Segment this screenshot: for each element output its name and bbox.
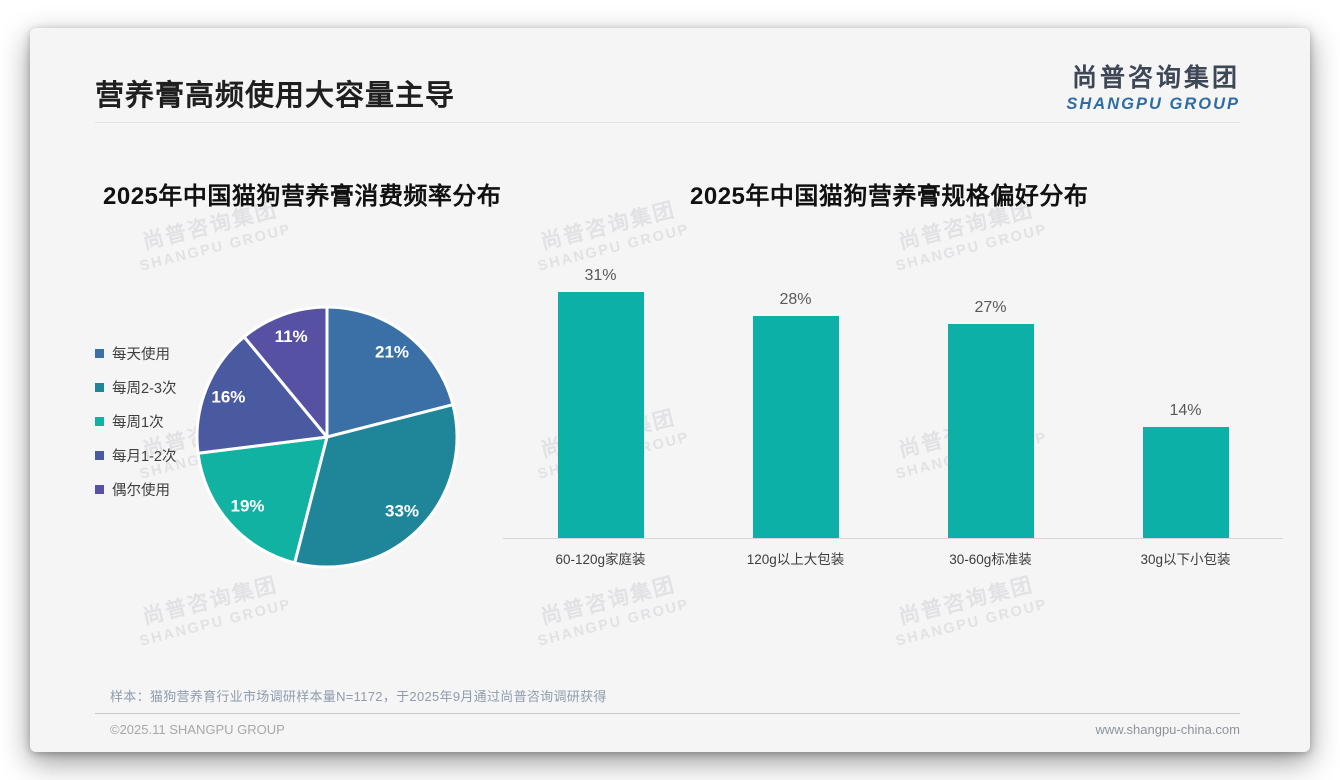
legend-item: 每月1-2次: [95, 446, 177, 465]
bar-120g以上大包装: [752, 316, 839, 538]
pie-slice-偶尔使用: [242, 305, 329, 439]
page-title: 营养膏高频使用大容量主导: [95, 80, 456, 112]
watermark-cn: 尚普咨询集团: [896, 573, 1037, 630]
pie-value-label: 33%: [385, 501, 419, 520]
bar-category-label: 120g以上大包装: [746, 552, 845, 567]
sample-footnote: 样本：猫狗营养育行业市场调研样本量N=1172，于2025年9月通过尚普咨询调研…: [110, 689, 607, 704]
bar-category-label: 60-120g家庭装: [555, 552, 646, 567]
legend-swatch-icon: [95, 348, 104, 358]
bar-value-label: 27%: [974, 299, 1007, 316]
bar-category-label: 30-60g标准装: [949, 552, 1032, 567]
legend-item: 偶尔使用: [95, 480, 176, 499]
legend-label: 偶尔使用: [112, 482, 170, 499]
logo-chinese-name: 尚普咨询集团: [1071, 64, 1240, 92]
pie-svg: 21% 33% 19% 16% 11%: [195, 305, 459, 569]
bar-column: 31%: [503, 267, 698, 538]
pie-slice-每周1次: [196, 435, 329, 565]
bar-30-60g标准装: [947, 324, 1034, 538]
legend-label: 每周1次: [112, 414, 164, 431]
footer-divider: [95, 713, 1240, 714]
watermark-en: SHANGPU GROUP: [138, 596, 294, 650]
bar-chart-title: 2025年中国猫狗营养膏规格偏好分布: [690, 183, 1089, 210]
bar-column: 27%: [893, 299, 1088, 538]
pie-slice-每周2-3次: [293, 403, 459, 569]
bar-value-label: 31%: [584, 267, 617, 284]
pie-value-label: 16%: [211, 387, 245, 406]
watermark-en: SHANGPU GROUP: [138, 221, 294, 275]
pie-chart-title: 2025年中国猫狗营养膏消费频率分布: [103, 183, 502, 210]
website-text: www.shangpu-china.com: [1095, 722, 1240, 737]
legend-label: 每天使用: [112, 346, 170, 363]
pie-slice-每天使用: [325, 305, 455, 439]
bar-column: 28%: [698, 291, 893, 538]
bar-30g以下小包装: [1142, 427, 1229, 538]
bar-category-label: 30g以下小包装: [1140, 552, 1231, 567]
legend-item: 每周2-3次: [95, 378, 177, 397]
watermark-cn: 尚普咨询集团: [538, 198, 679, 255]
legend-label: 每周2-3次: [112, 380, 177, 397]
bar-value-label: 28%: [779, 291, 812, 308]
legend-label: 每月1-2次: [112, 448, 177, 465]
pie-slice-每月1-2次: [195, 335, 329, 455]
pie-value-label: 11%: [275, 327, 308, 346]
logo-english-name: SHANGPU GROUP: [1066, 95, 1240, 113]
watermark-en: SHANGPU GROUP: [536, 596, 692, 650]
pie-value-label: 21%: [375, 343, 409, 362]
bar-value-label: 14%: [1169, 402, 1202, 419]
bar-chart-axis: [503, 538, 1283, 539]
pie-value-label: 19%: [230, 497, 264, 516]
pie-chart: 21% 33% 19% 16% 11%: [177, 287, 477, 587]
copyright-text: ©2025.11 SHANGPU GROUP: [110, 722, 285, 737]
watermark-cn: 尚普咨询集团: [538, 573, 679, 630]
legend-swatch-icon: [95, 484, 104, 494]
company-logo: 尚普咨询集团 SHANGPU GROUP: [1066, 58, 1240, 114]
legend-swatch-icon: [95, 450, 104, 460]
legend-swatch-icon: [95, 416, 104, 426]
legend-swatch-icon: [95, 382, 104, 392]
bar-60-120g家庭装: [557, 292, 644, 538]
bar-column: 14%: [1088, 402, 1283, 538]
header-divider: [95, 122, 1240, 123]
legend-item: 每周1次: [95, 412, 176, 431]
watermark-en: SHANGPU GROUP: [894, 596, 1050, 650]
legend-item: 每天使用: [95, 344, 176, 363]
slide-card: 尚普咨询集团 SHANGPU GROUP 尚普咨询集团 SHANGPU GROUP 尚普…: [30, 28, 1310, 752]
bar-chart-categories: 60-120g家庭装 120g以上大包装 30-60g标准装 30g以下小包装: [503, 548, 1283, 568]
pie-legend: 每天使用每周2-3次 每周1次每月1-2次 偶尔使用: [95, 344, 177, 499]
bar-chart: 31% 28% 27% 14%: [503, 264, 1283, 538]
